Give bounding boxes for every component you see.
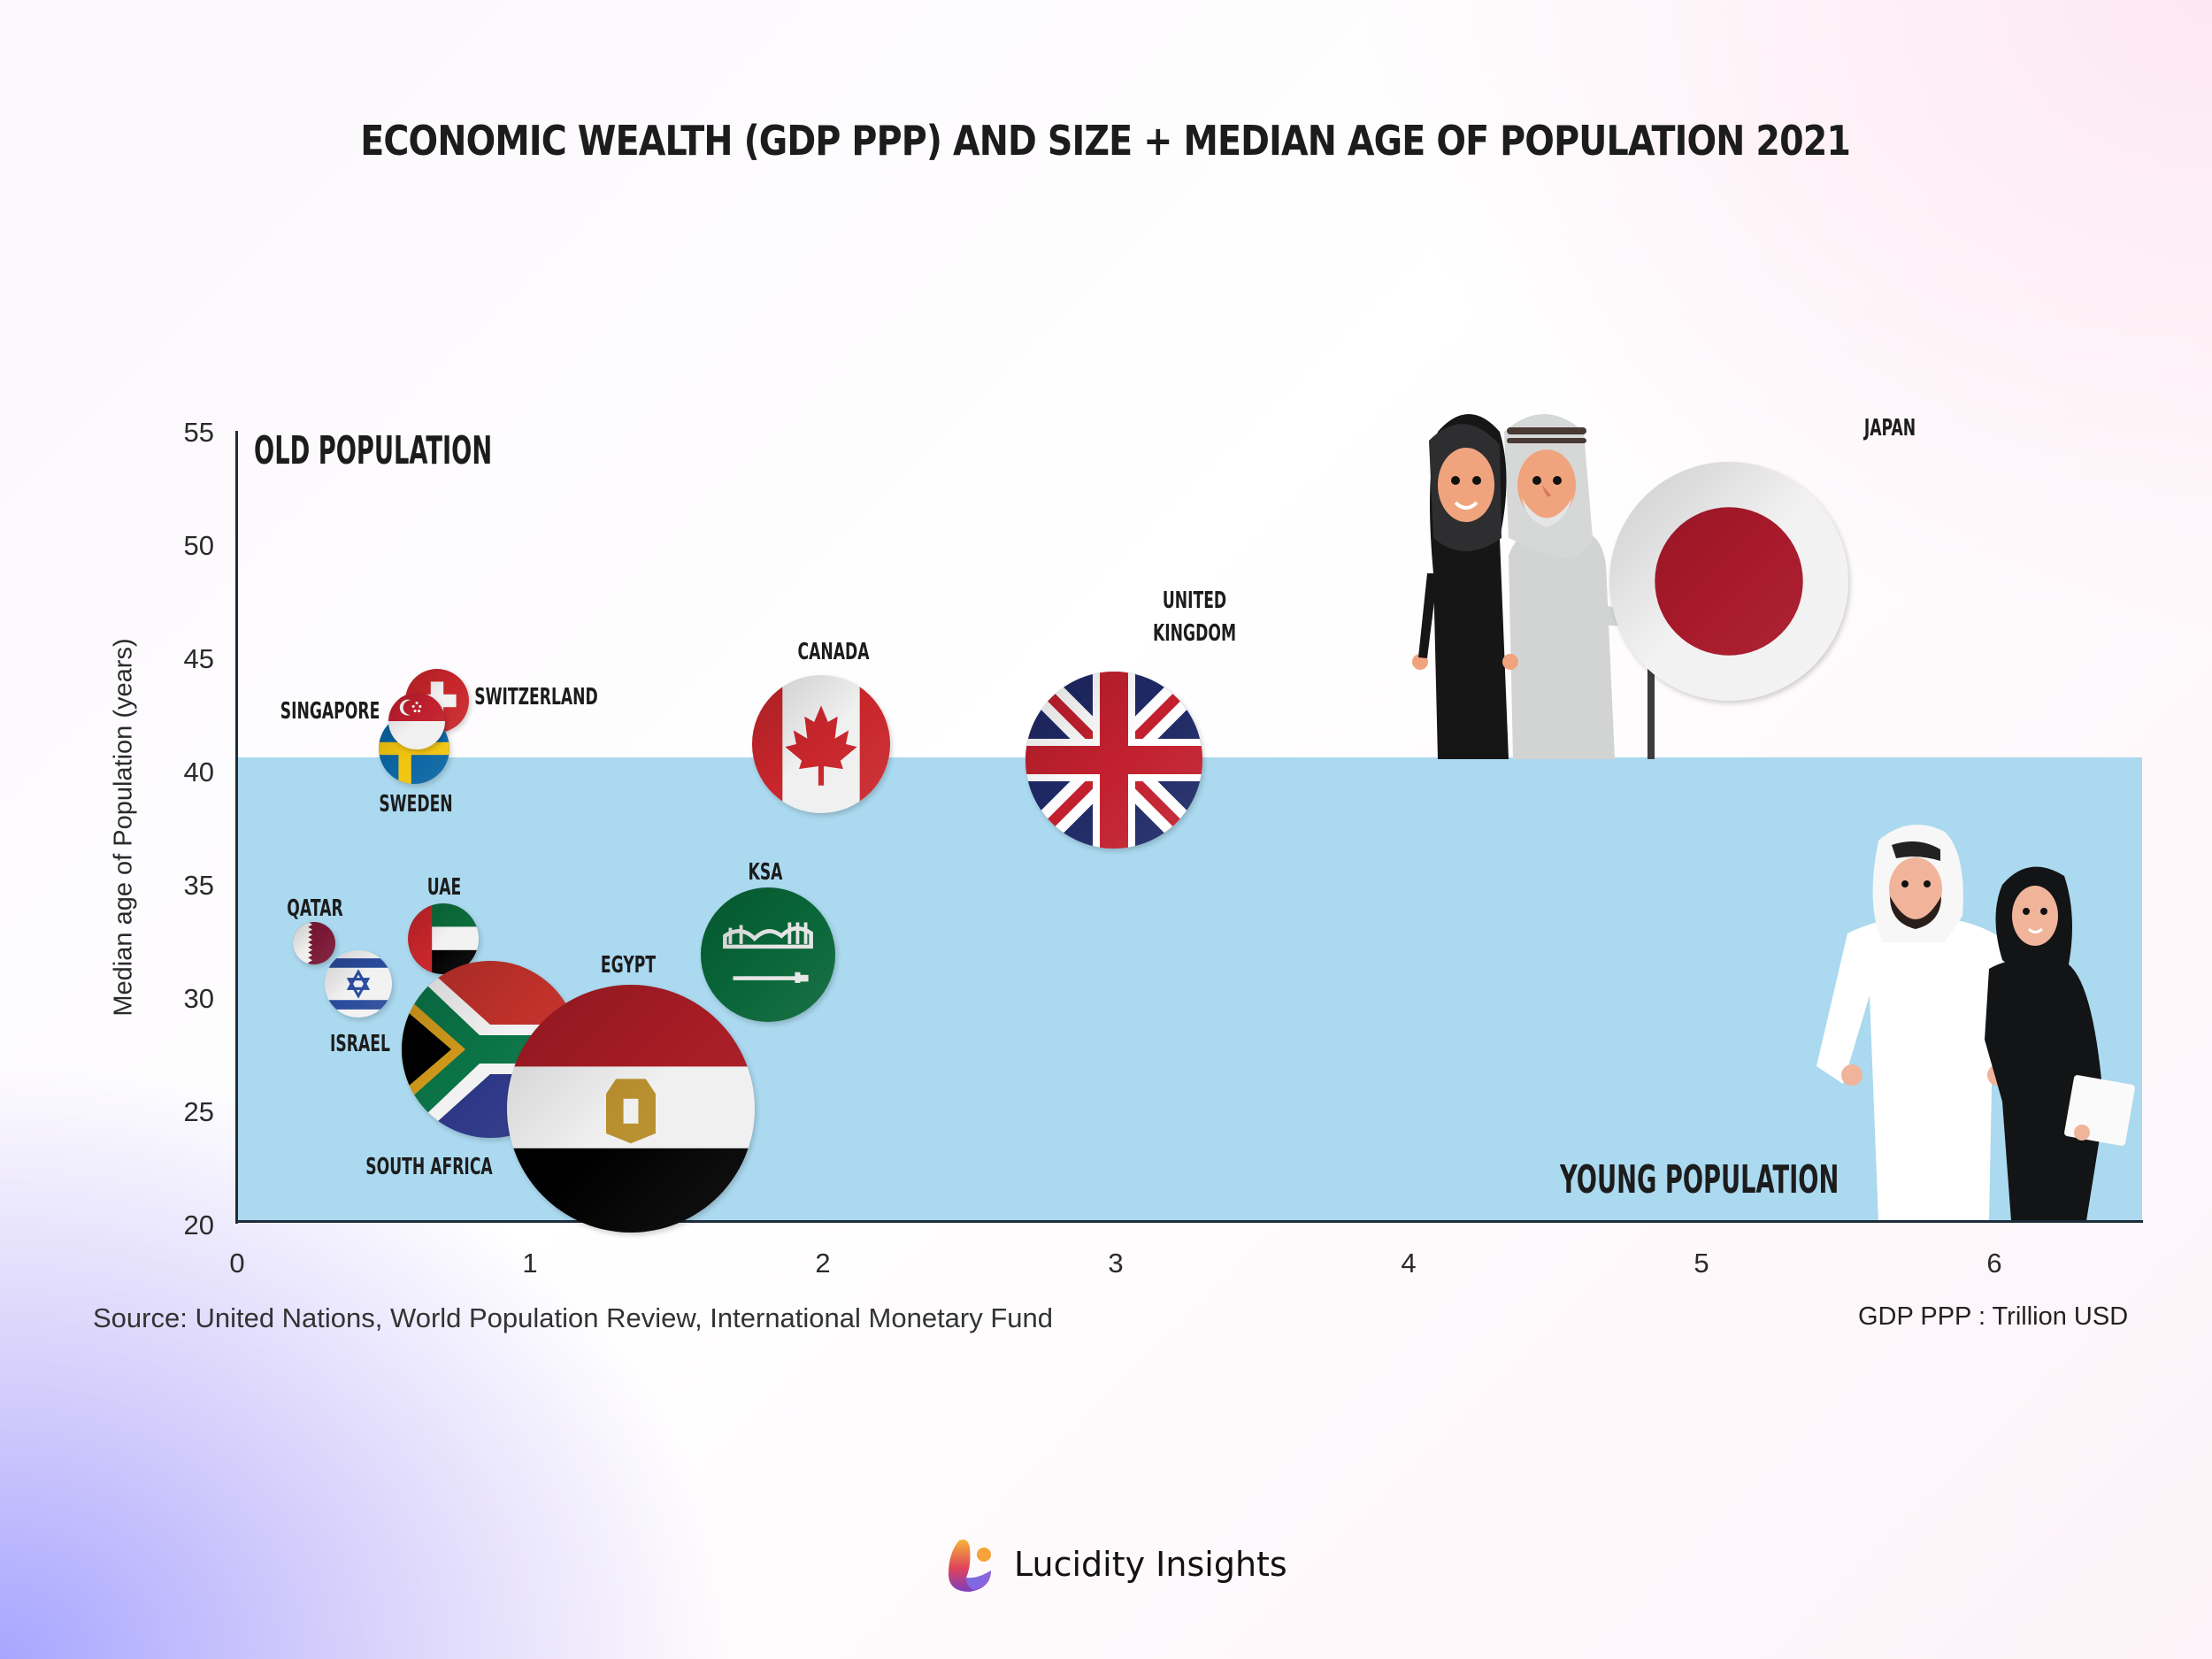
bubble-israel bbox=[325, 950, 393, 1018]
canada-flag-icon bbox=[752, 674, 890, 813]
y-tick: 30 bbox=[183, 983, 214, 1014]
bubble-canada bbox=[752, 674, 890, 813]
uk-flag-icon bbox=[1025, 671, 1202, 849]
x-tick: 6 bbox=[1986, 1248, 2002, 1279]
label-sweden: SWEDEN bbox=[379, 791, 453, 818]
label-uae: UAE bbox=[426, 874, 462, 901]
y-axis-line bbox=[235, 431, 238, 1224]
label-singapore: SINGAPORE bbox=[280, 698, 380, 725]
brand-logo: Lucidity Insights bbox=[945, 1535, 1287, 1594]
label-egypt: EGYPT bbox=[600, 952, 657, 979]
y-axis-title: Median age of Population (years) bbox=[109, 638, 138, 1017]
label-israel: ISRAEL bbox=[330, 1031, 390, 1057]
y-tick: 25 bbox=[183, 1096, 214, 1127]
japan-flag-icon bbox=[1609, 461, 1849, 701]
y-tick: 40 bbox=[183, 757, 214, 787]
bubble-south-africa bbox=[401, 961, 579, 1139]
old-population-label: OLD POPULATION bbox=[254, 428, 493, 473]
x-tick: 2 bbox=[815, 1248, 831, 1279]
label-canada: CANADA bbox=[797, 639, 870, 665]
x-axis-line bbox=[235, 1220, 2143, 1223]
label-south-africa: SOUTH AFRICA bbox=[365, 1154, 493, 1180]
y-tick: 35 bbox=[183, 870, 214, 901]
x-tick: 4 bbox=[1401, 1248, 1417, 1279]
bubble-united-kingdom bbox=[1025, 671, 1202, 849]
y-tick: 45 bbox=[183, 643, 214, 674]
y-tick: 50 bbox=[183, 530, 214, 561]
x-tick: 5 bbox=[1694, 1248, 1709, 1279]
qatar-flag-icon bbox=[293, 922, 336, 965]
young-couple-illustration bbox=[1812, 818, 2144, 1221]
source-note: Source: United Nations, World Population… bbox=[93, 1302, 1054, 1333]
x-axis-unit: GDP PPP : Trillion USD bbox=[1858, 1302, 2129, 1331]
y-tick: 55 bbox=[183, 417, 214, 448]
chart-title: ECONOMIC WEALTH (GDP PPP) AND SIZE + MED… bbox=[360, 117, 1851, 165]
label-switzerland: SWITZERLAND bbox=[474, 684, 598, 710]
label-ksa: KSA bbox=[748, 859, 783, 886]
young-population-label: YOUNG POPULATION bbox=[1560, 1157, 1839, 1202]
x-tick: 0 bbox=[229, 1248, 245, 1279]
singapore-flag-icon bbox=[388, 693, 446, 750]
bubble-ksa bbox=[701, 887, 836, 1022]
label-uk-line2: KINGDOM bbox=[1152, 620, 1237, 647]
bubble-egypt bbox=[506, 985, 755, 1233]
x-tick: 1 bbox=[522, 1248, 538, 1279]
label-uk-line1: UNITED bbox=[1162, 588, 1227, 614]
israel-flag-icon bbox=[325, 950, 393, 1018]
bubble-qatar bbox=[293, 922, 336, 965]
bubble-singapore bbox=[388, 693, 446, 750]
brand-name: Lucidity Insights bbox=[1014, 1545, 1287, 1584]
x-tick: 3 bbox=[1108, 1248, 1124, 1279]
egypt-flag-icon bbox=[506, 985, 755, 1233]
label-qatar: QATAR bbox=[287, 895, 343, 922]
bubble-japan bbox=[1609, 461, 1849, 701]
y-tick: 20 bbox=[183, 1210, 214, 1240]
lucidity-logo-icon bbox=[949, 1540, 991, 1592]
label-japan: JAPAN bbox=[1863, 415, 1916, 442]
ksa-flag-icon bbox=[701, 887, 836, 1022]
